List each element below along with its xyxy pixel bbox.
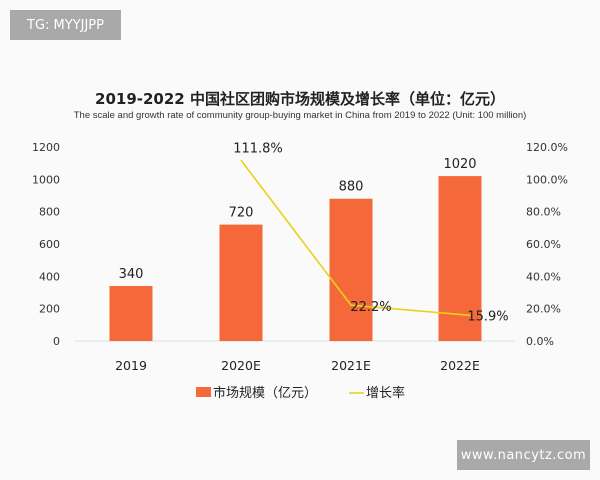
left-tick-label: 600 bbox=[39, 238, 60, 251]
category-label: 2020E bbox=[221, 358, 261, 373]
watermark-bottom-right: www.nancytz.com bbox=[457, 440, 590, 470]
line-data-label: 22.2% bbox=[350, 300, 391, 315]
right-tick-label: 60.0% bbox=[526, 238, 561, 251]
right-tick-label: 120.0% bbox=[526, 141, 568, 154]
legend-line-label: 增长率 bbox=[366, 385, 405, 401]
chart-title: 2019-2022 中国社区团购市场规模及增长率（单位：亿元） bbox=[95, 90, 505, 108]
legend-bar-label: 市场规模（亿元） bbox=[213, 385, 317, 401]
left-tick-label: 200 bbox=[39, 303, 60, 316]
left-tick-label: 800 bbox=[39, 206, 60, 219]
category-label: 2019 bbox=[115, 358, 147, 373]
left-tick-label: 0 bbox=[53, 335, 60, 348]
left-tick-label: 1000 bbox=[32, 173, 60, 186]
bar-2021E bbox=[329, 198, 373, 341]
category-label: 2021E bbox=[331, 358, 371, 373]
bar-2020E bbox=[219, 224, 263, 341]
left-tick-label: 1200 bbox=[32, 141, 60, 154]
right-tick-label: 100.0% bbox=[526, 173, 568, 186]
legend-bar-swatch bbox=[196, 387, 211, 397]
right-tick-label: 40.0% bbox=[526, 270, 561, 283]
category-label: 2022E bbox=[440, 358, 480, 373]
chart-subtitle: The scale and growth rate of community g… bbox=[73, 110, 527, 121]
watermark-top-left: TG: MYYJJPP bbox=[10, 10, 121, 40]
line-data-label: 111.8% bbox=[233, 141, 283, 156]
line-data-label: 15.9% bbox=[467, 309, 508, 324]
bar-data-label: 340 bbox=[119, 267, 144, 282]
bar-2019 bbox=[109, 286, 153, 341]
right-tick-label: 0.0% bbox=[526, 335, 554, 348]
bar-data-label: 1020 bbox=[443, 157, 476, 172]
bar-data-label: 720 bbox=[229, 206, 254, 221]
growth-rate-line bbox=[240, 159, 471, 317]
right-tick-label: 80.0% bbox=[526, 206, 561, 219]
bar-data-label: 880 bbox=[339, 180, 364, 195]
left-tick-label: 400 bbox=[39, 270, 60, 283]
right-tick-label: 20.0% bbox=[526, 303, 561, 316]
